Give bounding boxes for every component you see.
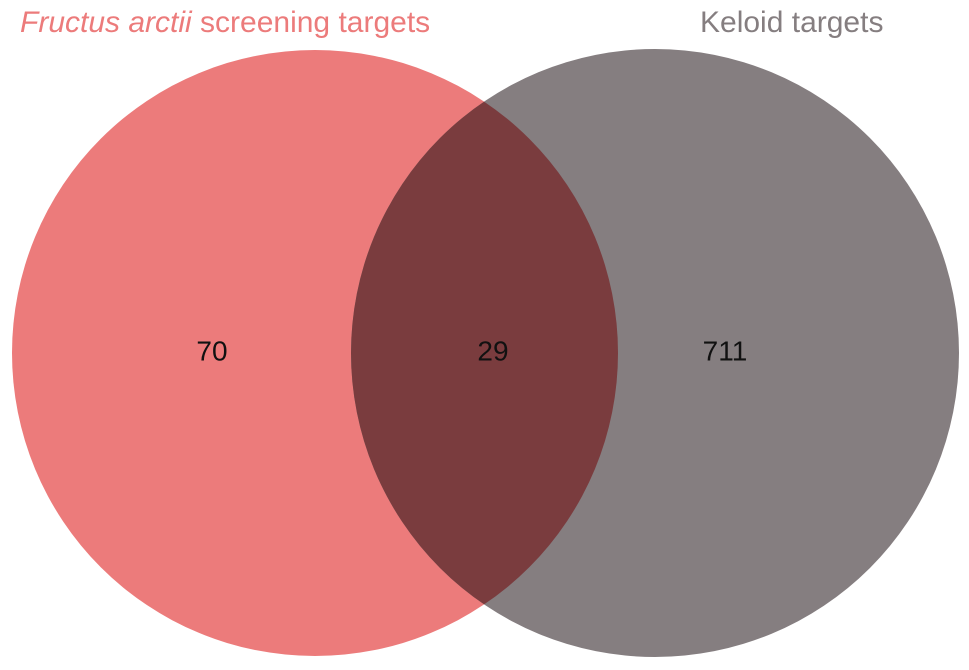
set-a-label-italic: Fructus arctii bbox=[20, 6, 192, 39]
set-b-only-count: 711 bbox=[703, 335, 748, 366]
set-a-only-count: 70 bbox=[196, 335, 227, 366]
set-b-label: Keloid targets bbox=[700, 6, 884, 39]
set-a-label: Fructus arctii screening targets bbox=[20, 6, 430, 40]
intersection-count: 29 bbox=[477, 335, 508, 366]
intersection-region bbox=[351, 50, 618, 656]
set-a-label-rest: screening targets bbox=[191, 6, 431, 39]
